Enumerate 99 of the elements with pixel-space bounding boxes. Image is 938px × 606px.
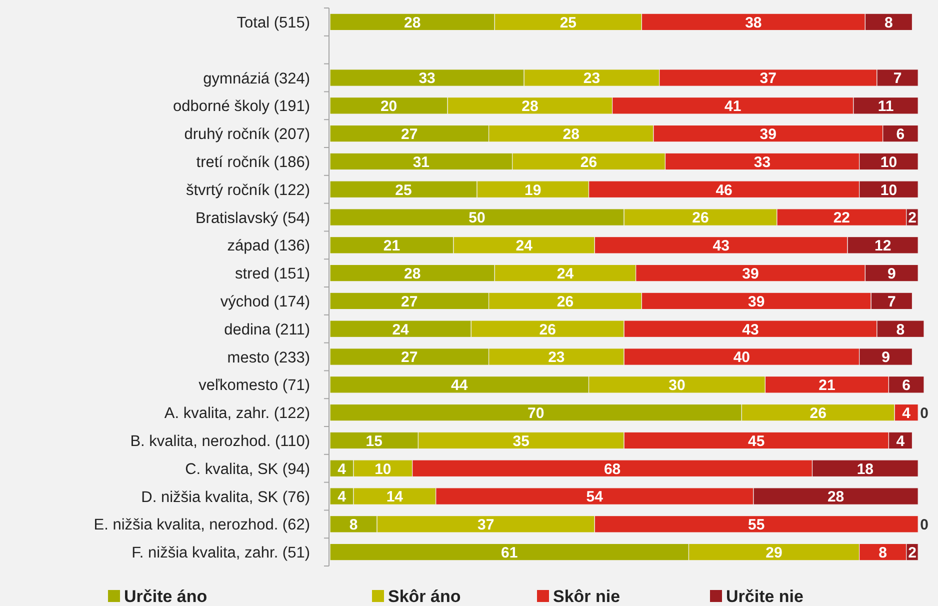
data-label: 11 <box>878 98 894 116</box>
data-label: 24 <box>516 238 534 255</box>
data-label: 7 <box>893 70 902 88</box>
y-tick-label: mesto (233) <box>227 349 310 366</box>
data-label: 24 <box>556 265 574 282</box>
legend-label: Určite nie <box>726 587 804 606</box>
data-label: 39 <box>748 293 765 310</box>
data-label: 27 <box>401 126 418 143</box>
data-label: 4 <box>896 432 906 450</box>
data-label: 0 <box>920 516 928 534</box>
y-tick-label: C. kvalita, SK (94) <box>185 460 310 478</box>
data-label: 26 <box>539 321 556 338</box>
y-tick-label: Total (515) <box>236 14 310 32</box>
data-label: 30 <box>668 377 686 394</box>
data-label: 21 <box>383 238 400 255</box>
data-label: 27 <box>401 349 418 366</box>
data-label: 70 <box>528 404 544 422</box>
data-label: 9 <box>882 349 890 366</box>
data-label: 26 <box>810 404 826 422</box>
data-label: 41 <box>724 98 742 116</box>
legend-label: Skôr nie <box>553 587 620 606</box>
data-label: 25 <box>395 182 412 199</box>
data-label: 45 <box>748 432 765 450</box>
data-label: 0 <box>920 404 928 422</box>
y-tick-label: tretí ročník (186) <box>196 154 310 172</box>
data-label: 31 <box>412 154 430 171</box>
data-label: 43 <box>742 321 759 338</box>
data-label: 27 <box>401 293 418 310</box>
legend-label: Skôr áno <box>388 587 461 606</box>
y-tick-label: západ (136) <box>227 238 310 255</box>
y-tick-label: stred (151) <box>235 266 310 283</box>
y-tick-label: Bratislavský (54) <box>195 210 310 227</box>
data-label: 46 <box>716 182 732 199</box>
data-label: 15 <box>366 432 382 450</box>
data-label: 26 <box>580 154 598 171</box>
data-label: 24 <box>392 321 410 338</box>
data-label: 6 <box>902 377 911 394</box>
y-tick-label: D. nižšia kvalita, SK (76) <box>141 488 310 506</box>
data-label: 8 <box>878 544 888 562</box>
y-tick-label: F. nižšia kvalita, zahr. (51) <box>132 544 310 562</box>
data-label: 20 <box>380 98 398 116</box>
data-label: 39 <box>760 126 776 143</box>
data-label: 38 <box>745 14 762 32</box>
data-label: 10 <box>374 460 392 478</box>
y-tick-label: veľkomesto (71) <box>198 377 310 394</box>
data-label: 8 <box>349 516 358 534</box>
data-label: 9 <box>887 265 896 282</box>
data-label: 26 <box>556 293 574 310</box>
data-label: 40 <box>733 349 750 366</box>
data-label: 23 <box>583 70 600 88</box>
data-label: 25 <box>560 14 577 32</box>
data-label: 7 <box>887 293 896 310</box>
data-label: 2 <box>908 544 916 562</box>
data-label: 6 <box>896 126 905 143</box>
data-label: 37 <box>760 70 776 88</box>
data-label: 54 <box>586 488 604 506</box>
data-label: 4 <box>338 460 347 478</box>
data-label: 61 <box>501 544 518 562</box>
data-label: 21 <box>818 377 836 394</box>
y-tick-label: odborné školy (191) <box>173 98 310 116</box>
data-label: 43 <box>712 238 730 255</box>
data-label: 55 <box>748 516 765 534</box>
data-label: 8 <box>884 14 893 32</box>
y-tick-label: E. nižšia kvalita, nerozhod. (62) <box>94 516 310 534</box>
data-label: 33 <box>754 154 771 171</box>
data-label: 28 <box>522 98 538 116</box>
data-label: 35 <box>512 432 530 450</box>
data-label: 18 <box>856 460 874 478</box>
data-label: 39 <box>742 265 759 282</box>
data-label: 28 <box>404 14 421 32</box>
data-label: 33 <box>418 70 436 88</box>
data-label: 4 <box>902 404 912 422</box>
legend-label: Určite áno <box>124 587 208 606</box>
data-label: 28 <box>404 265 421 282</box>
y-tick-label: východ (174) <box>220 294 310 311</box>
data-label: 37 <box>478 516 494 534</box>
data-label: 12 <box>874 238 892 255</box>
y-tick-label: druhý ročník (207) <box>184 126 310 144</box>
y-tick-label: A. kvalita, zahr. (122) <box>164 405 310 422</box>
data-label: 10 <box>880 182 898 199</box>
data-label: 19 <box>524 182 542 199</box>
y-tick-label: dedina (211) <box>224 321 310 338</box>
data-label: 50 <box>468 210 486 227</box>
data-label: 22 <box>833 210 850 227</box>
data-label: 29 <box>766 544 782 562</box>
y-tick-label: gymnáziá (324) <box>203 70 310 88</box>
data-label: 23 <box>548 349 565 366</box>
data-label: 4 <box>338 488 347 506</box>
data-label: 14 <box>386 488 404 506</box>
y-tick-label: štvrtý ročník (122) <box>186 182 310 199</box>
y-tick-label: B. kvalita, nerozhod. (110) <box>130 433 310 450</box>
data-label: 8 <box>896 321 905 338</box>
data-label: 68 <box>604 460 621 478</box>
data-label: 10 <box>880 154 898 171</box>
data-label: 26 <box>692 210 709 227</box>
data-label: 28 <box>562 126 580 143</box>
data-label: 28 <box>827 488 844 506</box>
data-label: 2 <box>908 210 916 227</box>
data-label: 44 <box>451 377 468 394</box>
